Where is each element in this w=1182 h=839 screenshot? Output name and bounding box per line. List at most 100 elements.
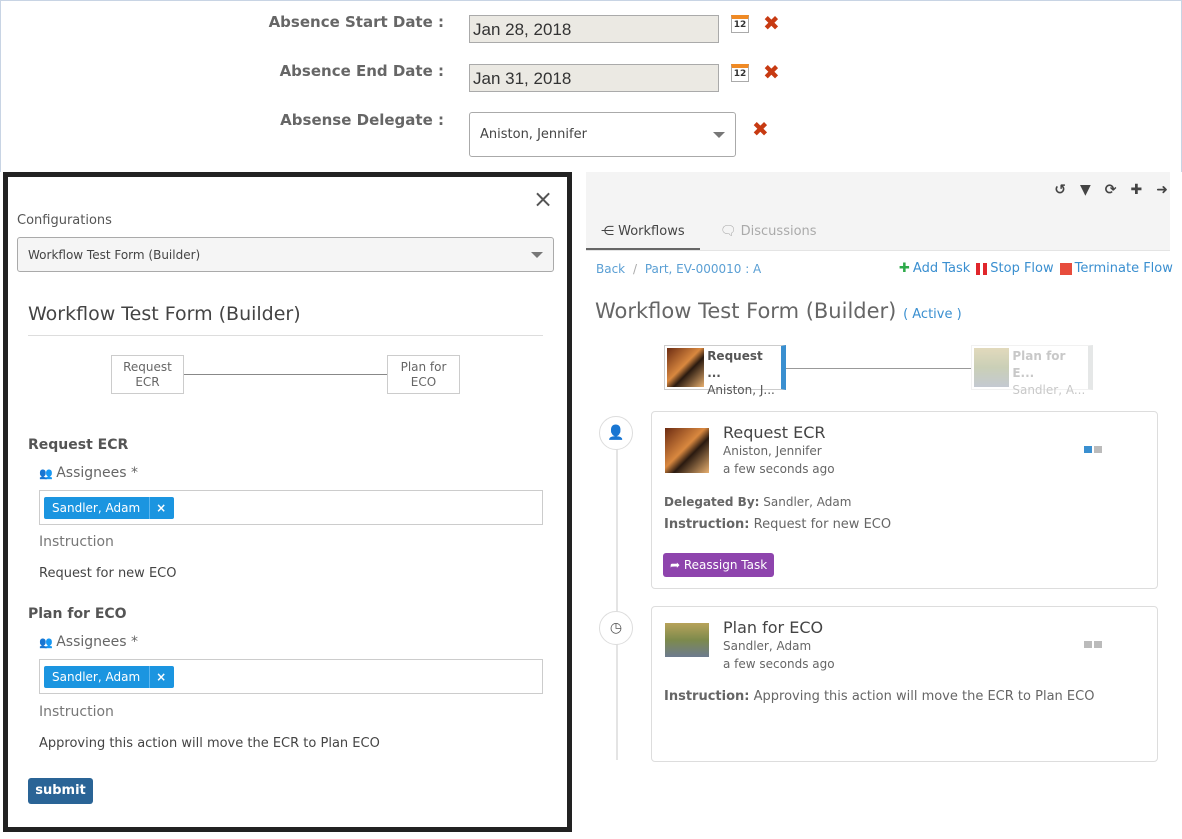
flow-node-plan[interactable]: Plan for E... Sandler, A... [971,345,1093,397]
avatar [665,428,709,473]
card-time: a few seconds ago [723,462,835,476]
instruction: Instruction: Approving this action will … [664,689,1094,704]
chevron-down-icon [531,251,543,258]
delegated-by: Delegated By: Sandler, Adam [664,495,851,509]
users-icon: 👥 [39,467,57,480]
task-card: Request ECR Aniston, Jennifer a few seco… [651,411,1158,589]
flow-node-request[interactable]: Request ... Aniston, J... [664,345,786,397]
card-title: Request ECR [723,423,826,442]
avatar [665,623,709,657]
remove-assignee-icon[interactable]: × [149,666,166,688]
task-name: Request ECR [28,437,129,453]
delegate-select[interactable]: Aniston, Jennifer [469,112,736,157]
diagram-connector [184,374,388,375]
instruction-text: Approving this action will move the ECR … [39,736,380,751]
config-select[interactable]: Workflow Test Form (Builder) [17,237,554,272]
tab-label: Discussions [740,224,817,239]
assignee-tag: Sandler, Adam × [44,666,175,688]
flow-actions: ✚ Add Task Stop Flow Terminate Flow [899,261,1173,276]
add-task-link[interactable]: Add Task [912,261,971,276]
breadcrumb: Back / Part, EV-000010 : A [596,262,761,276]
progress-indicator [1084,641,1092,648]
instruction-label: Instruction [39,534,114,550]
delegated-label: Delegated By: [664,495,760,509]
tab-workflows[interactable]: ⋲ Workflows [586,216,700,250]
card-user: Aniston, Jennifer [723,444,822,458]
breadcrumb-item[interactable]: Part, EV-000010 : A [644,262,762,276]
instruction-label: Instruction [39,704,114,720]
end-date-label: Absence End Date : [279,62,444,80]
workflow-title-text: Workflow Test Form (Builder) [595,299,897,323]
sitemap-icon: ⋲ [601,224,619,239]
plus-icon[interactable]: ✚ [1130,182,1143,198]
progress-indicator [1094,641,1102,648]
divider [28,335,543,336]
workflow-title: Workflow Test Form (Builder) ( Active ) [595,299,962,323]
progress-indicator [1094,446,1102,453]
instruction-label: Instruction: [664,689,750,704]
assignees-input[interactable]: Sandler, Adam × [39,490,543,525]
assignees-input[interactable]: Sandler, Adam × [39,659,543,694]
modal-title: Workflow Test Form (Builder) [28,303,301,325]
user-icon: 👤 [599,416,633,450]
assignees-label-text: Assignees * [56,634,138,650]
remove-assignee-icon[interactable]: × [149,497,166,519]
tab-discussions[interactable]: 🗨 Discussions [720,216,817,239]
history-icon[interactable]: ↺ [1054,182,1067,198]
delegated-value: Sandler, Adam [763,495,852,509]
card-time: a few seconds ago [723,657,835,671]
refresh-icon[interactable]: ⟳ [1104,182,1117,198]
plus-icon: ✚ [899,261,910,276]
breadcrumb-separator: / [632,262,638,276]
start-date-label: Absence Start Date : [268,13,444,31]
flow-node-name: Plan for E... [1012,349,1066,380]
assignees-label: 👥 Assignees * [39,465,138,481]
back-link[interactable]: Back [596,262,626,276]
start-date-input[interactable]: Jan 28, 2018 [469,15,719,43]
chevron-down-icon [713,131,725,138]
task-card: Plan for ECO Sandler, Adam a few seconds… [651,606,1158,762]
terminate-flow-link[interactable]: Terminate Flow [1074,261,1173,276]
close-icon[interactable]: × [533,185,554,213]
arrow-right-icon[interactable]: ➜ [1156,182,1168,198]
end-date-input[interactable]: Jan 31, 2018 [469,64,719,92]
panel-header: ↺ ▼ ⟳ ✚ ➜ ⋲ Workflows 🗨 Discussions [586,172,1170,250]
assignee-tag: Sandler, Adam × [44,497,175,519]
calendar-icon[interactable]: 12 [731,64,749,82]
diagram-node-request-ecr[interactable]: Request ECR [111,355,184,394]
task-name: Plan for ECO [28,606,127,622]
delegate-label: Absense Delegate : [280,111,444,129]
clear-end-date-icon[interactable]: ✖ [763,60,780,84]
card-user: Sandler, Adam [723,639,812,653]
clear-delegate-icon[interactable]: ✖ [752,117,769,141]
stop-icon [1059,262,1072,275]
pause-icon [976,262,988,275]
progress-indicator [1084,446,1092,453]
instruction: Instruction: Request for new ECO [664,517,891,532]
config-label: Configurations [17,213,112,228]
workflow-config-modal: × Configurations Workflow Test Form (Bui… [3,172,572,832]
avatar [974,348,1010,387]
flow-node-name: Request ... [707,349,763,380]
delegate-value: Aniston, Jennifer [480,127,587,142]
calendar-icon[interactable]: 12 [731,15,749,33]
share-icon: ➦ [670,558,684,572]
instruction-value: Approving this action will move the ECR … [753,689,1095,704]
assignee-name: Sandler, Adam [52,501,141,515]
flow-node-user: Sandler, A... [1012,383,1086,397]
avatar [667,348,705,387]
tab-label: Workflows [618,224,685,239]
assignee-name: Sandler, Adam [52,670,141,684]
card-title: Plan for ECO [723,618,824,637]
reassign-task-button[interactable]: ➦ Reassign Task [663,553,775,577]
flow-node-user: Aniston, J... [707,383,775,397]
instruction-label: Instruction: [664,517,750,532]
diagram-node-plan-eco[interactable]: Plan for ECO [387,355,460,394]
filter-icon[interactable]: ▼ [1080,182,1091,198]
clear-start-date-icon[interactable]: ✖ [763,11,780,35]
submit-button[interactable]: submit [28,778,93,804]
timeline-line [616,440,618,760]
instruction-value: Request for new ECO [753,517,892,532]
status-badge: ( Active ) [903,307,962,322]
stop-flow-link[interactable]: Stop Flow [990,261,1054,276]
